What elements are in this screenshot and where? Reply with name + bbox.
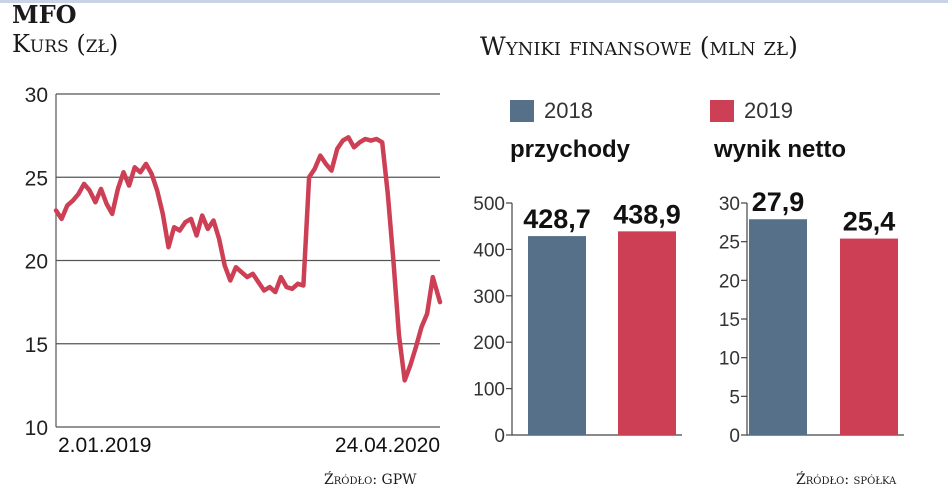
net-result-value-label-2019: 25,4 [843, 207, 896, 237]
net-result-y-tick-label: 20 [719, 271, 740, 292]
price-x-end-label: 24.04.2020 [335, 434, 440, 457]
revenue-value-label-2018: 428,7 [523, 204, 591, 234]
net-result-bar-2019 [840, 238, 898, 435]
revenue-bar-2019 [618, 231, 676, 435]
legend-swatch-2019 [710, 100, 734, 122]
revenue-y-tick-label: 500 [473, 194, 505, 215]
top-rule [0, 0, 948, 3]
price-chart-title: Kurs (zł) [12, 30, 119, 58]
net-result-panel-title: wynik netto [714, 136, 847, 163]
net-result-y-tick-label: 15 [719, 310, 740, 331]
ticker-title: MFO [12, 0, 77, 29]
legend-label-2019: 2019 [744, 98, 793, 123]
financials-source: Źródło: spółka [796, 472, 897, 488]
legend-swatch-2018 [510, 100, 534, 122]
price-y-tick-label: 30 [25, 84, 48, 107]
net-result-value-label-2018: 27,9 [752, 187, 805, 217]
financials-bar-charts: 0 100 200 300 400 500 428,7 438,9 0 5 10 15 20 25 30 27… [473, 187, 904, 447]
net-result-y-tick-label: 25 [719, 233, 740, 254]
revenue-y-tick-label: 400 [473, 240, 505, 261]
financials-title: Wyniki finansowe (mln zł) [480, 32, 798, 61]
revenue-y-tick-label: 100 [473, 380, 505, 401]
price-source: Źródło: GPW [324, 472, 417, 488]
net-result-y-tick-label: 5 [729, 387, 740, 408]
price-line-chart: 10 15 20 25 30 2.01.2019 24.04.2020 [25, 84, 443, 457]
revenue-value-label-2019: 438,9 [613, 199, 681, 229]
revenue-y-tick-label: 200 [473, 333, 505, 354]
legend-item-2019: 2019 [710, 98, 793, 124]
net-result-y-tick-label: 0 [729, 426, 740, 447]
price-y-tick-label: 25 [25, 167, 48, 190]
price-y-tick-label: 20 [25, 251, 48, 274]
legend-item-2018: 2018 [510, 98, 593, 124]
net-result-bar-2018 [749, 219, 807, 435]
revenue-panel-title: przychody [510, 136, 631, 163]
price-series-line [53, 135, 443, 383]
revenue-bar-2018 [528, 236, 586, 435]
price-y-tick-label: 15 [25, 334, 48, 357]
revenue-y-tick-label: 300 [473, 287, 505, 308]
legend-label-2018: 2018 [544, 98, 593, 123]
price-x-start-label: 2.01.2019 [58, 434, 151, 457]
price-y-tick-label: 10 [25, 417, 48, 440]
net-result-y-tick-label: 30 [719, 194, 740, 215]
revenue-y-tick-label: 0 [494, 426, 505, 447]
net-result-y-tick-label: 10 [719, 349, 740, 370]
